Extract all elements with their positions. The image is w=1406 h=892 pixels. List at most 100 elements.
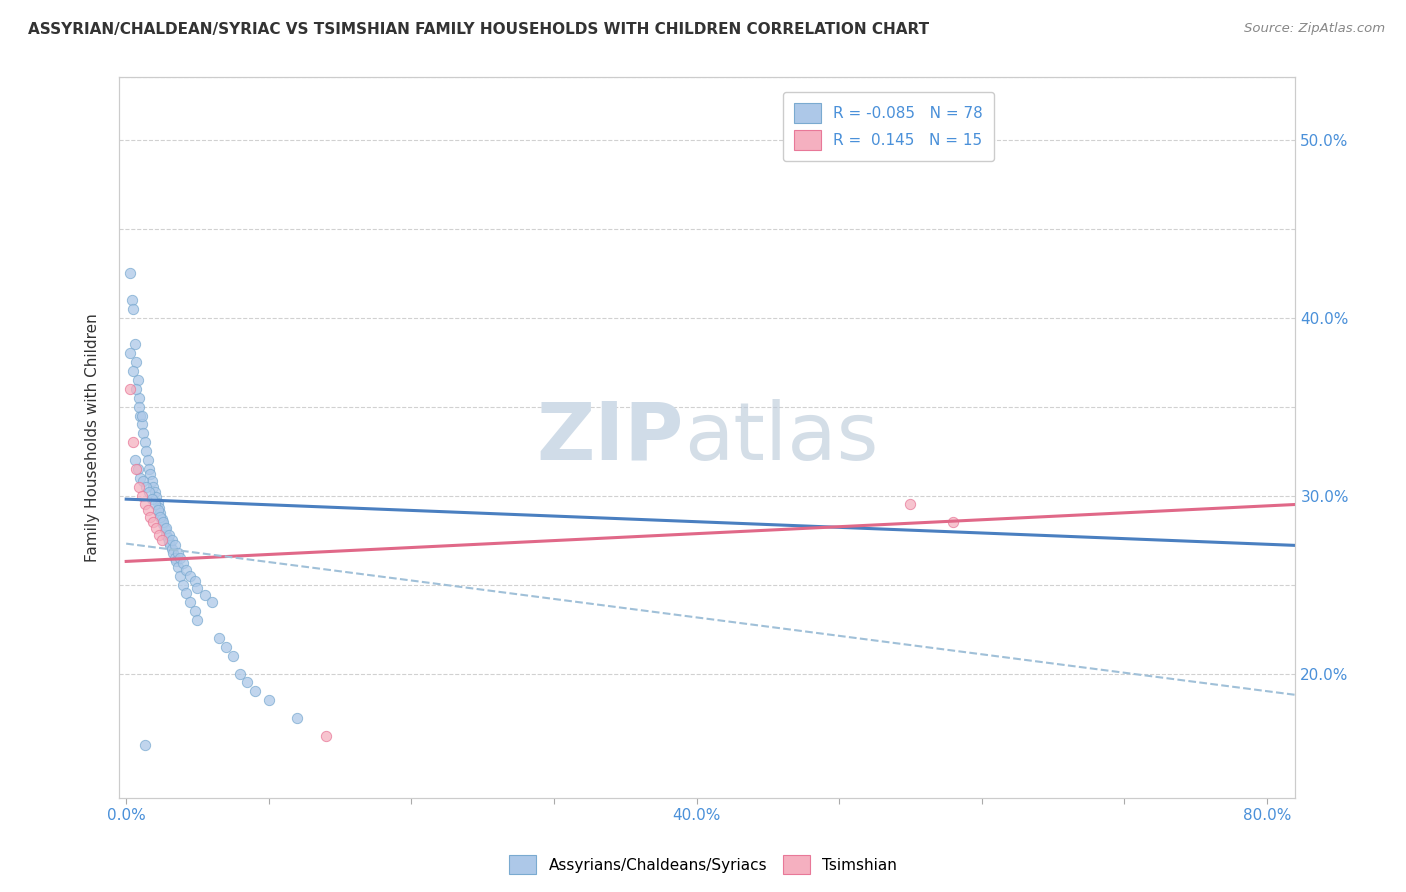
Point — [183, 604, 205, 618]
Point — [145, 491, 167, 505]
Point — [942, 516, 965, 530]
Point — [900, 498, 922, 512]
Point — [135, 480, 157, 494]
Point — [148, 527, 170, 541]
Point — [141, 492, 163, 507]
Point — [136, 453, 159, 467]
Point — [131, 489, 153, 503]
Point — [315, 729, 337, 743]
Point — [127, 462, 149, 476]
Point — [135, 444, 157, 458]
Point — [139, 467, 162, 482]
Point — [139, 510, 162, 524]
Point — [120, 346, 142, 360]
Point — [155, 527, 177, 541]
Point — [150, 533, 173, 547]
Point — [208, 631, 231, 645]
Point — [138, 462, 160, 476]
Point — [131, 409, 153, 423]
Text: ASSYRIAN/CHALDEAN/SYRIAC VS TSIMSHIAN FAMILY HOUSEHOLDS WITH CHILDREN CORRELATIO: ASSYRIAN/CHALDEAN/SYRIAC VS TSIMSHIAN FA… — [28, 22, 929, 37]
Point — [163, 538, 186, 552]
Text: Source: ZipAtlas.com: Source: ZipAtlas.com — [1244, 22, 1385, 36]
Point — [166, 545, 188, 559]
Point — [257, 693, 280, 707]
Point — [122, 301, 145, 316]
Point — [122, 364, 145, 378]
Point — [142, 516, 165, 530]
Point — [149, 510, 172, 524]
Legend: R = -0.085   N = 78, R =  0.145   N = 15: R = -0.085 N = 78, R = 0.145 N = 15 — [783, 92, 994, 161]
Point — [222, 648, 245, 663]
Point — [229, 666, 252, 681]
Point — [153, 522, 176, 536]
Point — [174, 586, 197, 600]
Point — [146, 503, 169, 517]
Point — [131, 417, 153, 432]
Text: atlas: atlas — [683, 399, 879, 476]
Point — [148, 501, 170, 516]
Point — [169, 550, 191, 565]
Point — [129, 409, 152, 423]
Legend: Assyrians/Chaldeans/Syriacs, Tsimshian: Assyrians/Chaldeans/Syriacs, Tsimshian — [503, 849, 903, 880]
Point — [186, 613, 208, 627]
Point — [128, 400, 150, 414]
Point — [136, 503, 159, 517]
Point — [157, 534, 180, 549]
Point — [120, 266, 142, 280]
Point — [145, 520, 167, 534]
Point — [149, 507, 172, 521]
Point — [152, 516, 174, 530]
Point — [134, 738, 156, 752]
Point — [132, 475, 155, 489]
Y-axis label: Family Households with Children: Family Households with Children — [86, 313, 100, 562]
Point — [186, 581, 208, 595]
Point — [172, 556, 194, 570]
Point — [165, 554, 187, 568]
Point — [124, 337, 146, 351]
Point — [125, 462, 148, 476]
Point — [162, 545, 184, 559]
Point — [163, 550, 186, 565]
Point — [120, 382, 142, 396]
Point — [160, 533, 183, 547]
Point — [236, 675, 259, 690]
Point — [156, 531, 179, 545]
Point — [134, 435, 156, 450]
Point — [179, 568, 201, 582]
Point — [124, 453, 146, 467]
Point — [142, 480, 165, 494]
Point — [152, 516, 174, 531]
Point — [179, 595, 201, 609]
Point — [243, 684, 266, 698]
Point — [143, 498, 166, 512]
Point — [155, 520, 177, 534]
Text: ZIP: ZIP — [537, 399, 683, 476]
Point — [141, 475, 163, 489]
Point — [127, 373, 149, 387]
Point — [169, 568, 191, 582]
Point — [172, 577, 194, 591]
Point — [146, 496, 169, 510]
Point — [138, 485, 160, 500]
Point — [183, 574, 205, 588]
Point — [285, 711, 308, 725]
Point — [159, 538, 181, 552]
Point — [143, 485, 166, 500]
Point — [129, 471, 152, 485]
Point — [121, 293, 143, 307]
Point — [215, 640, 238, 654]
Point — [150, 512, 173, 526]
Point — [174, 563, 197, 577]
Point — [128, 480, 150, 494]
Point — [134, 498, 156, 512]
Point — [125, 355, 148, 369]
Point — [166, 559, 188, 574]
Point — [128, 391, 150, 405]
Point — [132, 426, 155, 441]
Point — [194, 588, 217, 602]
Point — [201, 595, 224, 609]
Point — [160, 541, 183, 556]
Point — [157, 527, 180, 541]
Point — [122, 435, 145, 450]
Point — [125, 382, 148, 396]
